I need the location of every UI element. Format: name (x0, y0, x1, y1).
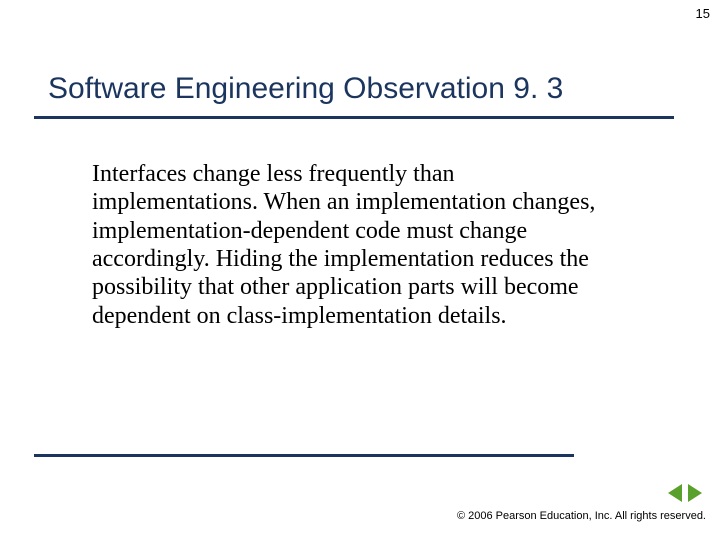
bottom-rule (34, 454, 574, 457)
body-paragraph: Interfaces change less frequently than i… (92, 160, 612, 330)
page-number: 15 (696, 6, 710, 21)
prev-slide-icon[interactable] (668, 484, 682, 502)
next-slide-icon[interactable] (688, 484, 702, 502)
slide-title: Software Engineering Observation 9. 3 (48, 72, 563, 106)
nav-button-group (668, 484, 702, 502)
copyright-footer: © 2006 Pearson Education, Inc. All right… (457, 510, 706, 522)
title-underline (34, 116, 674, 119)
